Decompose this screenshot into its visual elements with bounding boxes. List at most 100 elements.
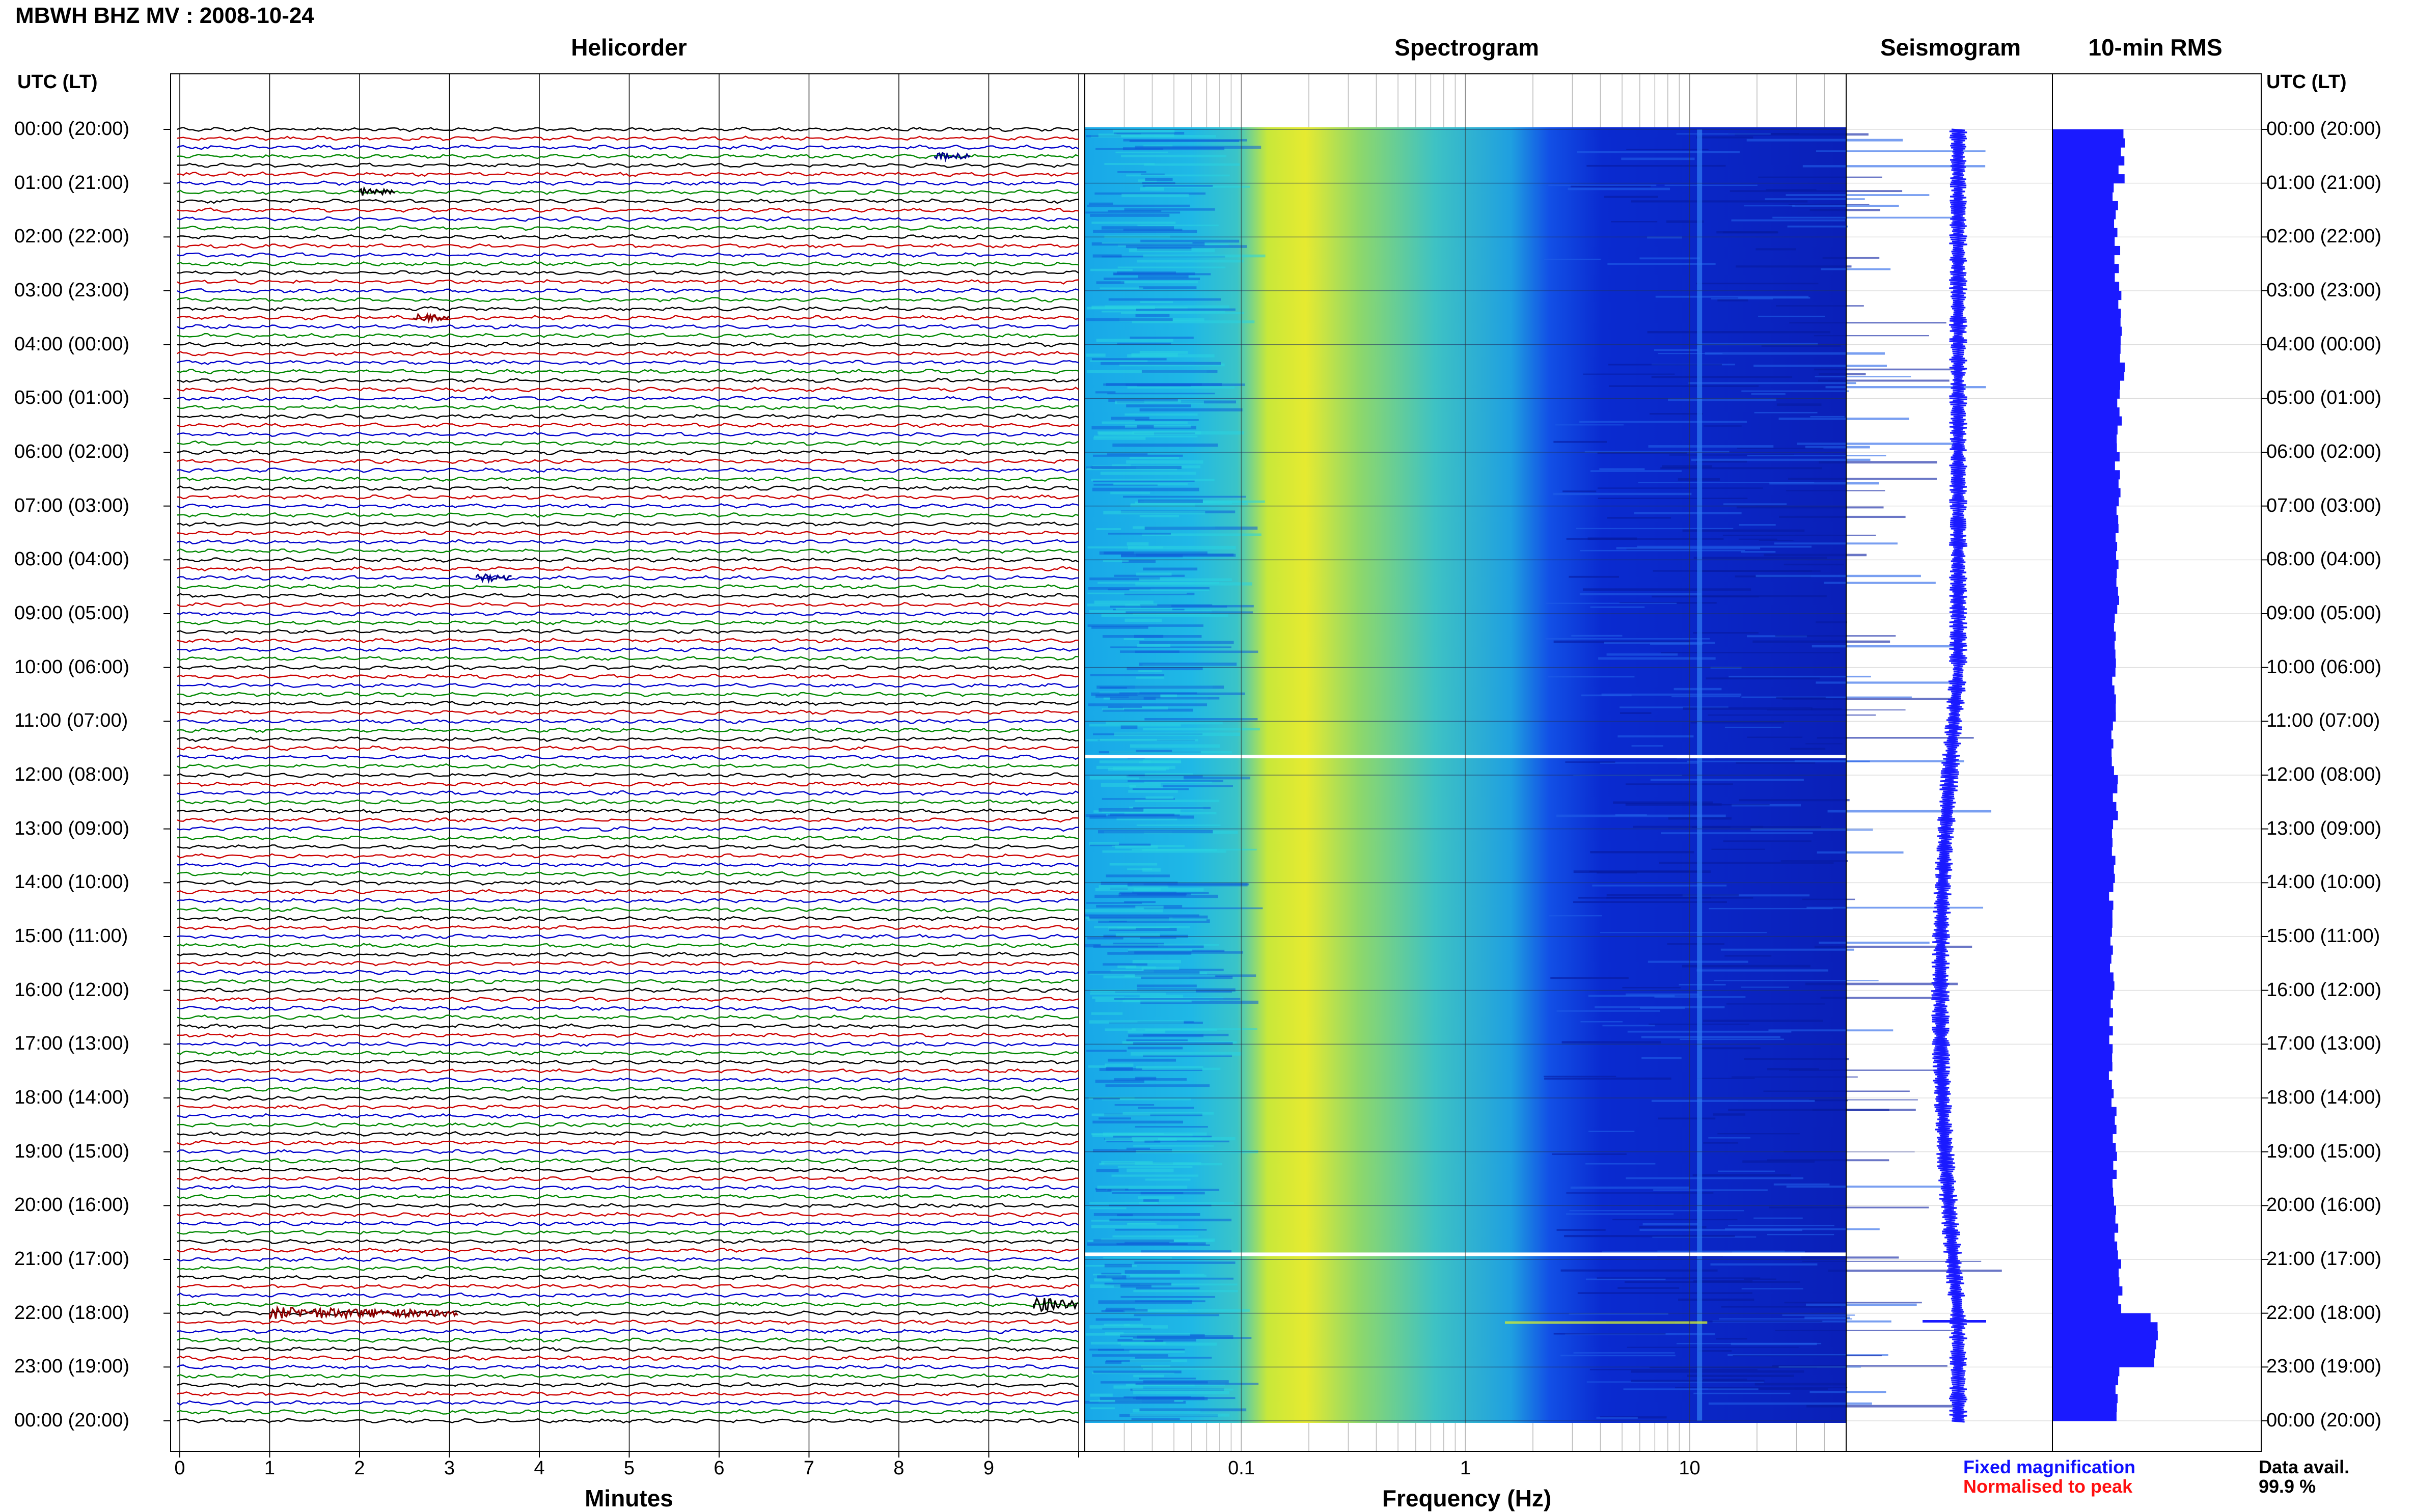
- spectrogram-texture-streak: [1093, 1239, 1174, 1242]
- helicorder-trace-line: [177, 1221, 1079, 1226]
- helicorder-trace-line: [177, 1337, 1079, 1343]
- rms-bar: [2052, 353, 2120, 363]
- time-label-left: 06:00 (02:00): [14, 441, 130, 462]
- spectrogram-texture-streak: [1092, 1354, 1168, 1357]
- spectrogram-texture-streak: [1089, 1207, 1127, 1209]
- rms-bar: [2052, 389, 2120, 399]
- spectrogram-texture-streak: [1782, 1314, 1855, 1316]
- spectrogram-texture-streak: [1120, 1334, 1205, 1337]
- time-label-right: 12:00 (08:00): [2266, 764, 2382, 785]
- spectrogram-texture-streak: [1127, 667, 1203, 671]
- rms-bar: [2052, 604, 2118, 614]
- rms-bar: [2052, 667, 2116, 677]
- spectrogram-texture-streak: [1711, 298, 1773, 299]
- spectrogram-texture-streak: [1566, 1192, 1714, 1194]
- spectrogram-texture-streak: [1775, 635, 1896, 637]
- helicorder-trace-line: [177, 611, 1079, 617]
- rms-bar: [2052, 174, 2125, 184]
- helicorder-trace-line: [177, 485, 1079, 491]
- spectrogram-texture-streak: [1087, 603, 1158, 607]
- rms-bar: [2052, 981, 2115, 991]
- helicorder-trace-line: [177, 1418, 1079, 1424]
- helicorder-x-tick: 9: [983, 1458, 995, 1479]
- spectrogram-texture-streak: [1091, 1225, 1178, 1228]
- helicorder-trace-line: [177, 647, 1079, 652]
- spectrogram-texture-streak: [1564, 1235, 1735, 1238]
- spectrogram-texture-streak: [1693, 557, 1827, 559]
- spectrogram-texture-streak: [1087, 971, 1200, 974]
- spectrogram-texture-streak: [1585, 1278, 1666, 1280]
- rms-bar: [2052, 317, 2121, 327]
- rms-bar: [2052, 1349, 2155, 1359]
- spectrogram-texture-streak: [1134, 1314, 1220, 1316]
- helicorder-trace-line: [177, 1239, 1079, 1245]
- spectrogram-texture-streak: [1140, 604, 1213, 606]
- spectrogram-texture-streak: [1090, 213, 1170, 217]
- helicorder-trace-line: [177, 745, 1079, 751]
- spectrogram-texture-streak: [1121, 194, 1189, 198]
- helicorder-trace-line: [177, 189, 1079, 195]
- spectrogram-texture-streak: [1696, 969, 1828, 972]
- spectrogram-texture-streak: [1776, 305, 1864, 307]
- spectrogram-texture-streak: [1597, 487, 1763, 489]
- time-label-right: 05:00 (01:00): [2266, 387, 2382, 409]
- helicorder-trace-line: [177, 261, 1079, 267]
- spectrogram-texture-streak: [1805, 743, 1843, 745]
- spectrogram-texture-streak: [1606, 653, 1678, 656]
- spectrogram-texture-streak: [1094, 600, 1154, 604]
- spectrogram-texture-streak: [1140, 301, 1173, 304]
- spectrogram-texture-streak: [1096, 528, 1121, 530]
- spectrogram-texture-streak: [1129, 456, 1179, 459]
- helicorder-trace-line: [177, 1256, 1079, 1262]
- spectrogram-texture-streak: [1111, 1277, 1234, 1280]
- spectrogram-texture-streak: [1107, 1189, 1220, 1191]
- spectrogram-texture-streak: [1123, 229, 1183, 231]
- helicorder-trace-line: [177, 1113, 1079, 1119]
- rms-bar: [2052, 1134, 2113, 1143]
- spectrogram-texture-streak: [1108, 814, 1180, 816]
- spectrogram-texture-streak: [1144, 773, 1193, 776]
- spectrogram-texture-streak: [1722, 534, 1876, 536]
- helicorder-trace-line: [177, 1023, 1079, 1029]
- spectrogram-texture-streak: [1109, 1218, 1232, 1222]
- helicorder-trace-line: [177, 1355, 1079, 1361]
- rms-bar: [2052, 1412, 2117, 1421]
- spectrogram-texture-streak: [1138, 1107, 1194, 1109]
- spectrogram-texture-streak: [1650, 642, 1703, 645]
- time-label-left: 10:00 (06:00): [14, 656, 130, 678]
- rms-bar: [2052, 1322, 2158, 1332]
- spectrogram-texture-streak: [1096, 339, 1173, 342]
- spectrogram-texture-streak: [1625, 993, 1699, 996]
- rms-bar: [2052, 873, 2115, 883]
- spectrogram-texture-streak: [1093, 436, 1146, 440]
- spectrogram-event-line: [1504, 1321, 1708, 1324]
- spectrogram-texture-streak: [1763, 1090, 1910, 1092]
- spectrogram-texture-streak: [1666, 220, 1704, 223]
- spectrogram-texture-streak: [1827, 810, 1992, 813]
- rms-bar: [2052, 156, 2125, 166]
- spectrogram-texture-streak: [1134, 1261, 1236, 1264]
- spectrogram-texture-streak: [1759, 539, 1794, 541]
- spectrogram-texture-streak: [1809, 209, 1880, 211]
- spectrogram-texture-streak: [1143, 697, 1220, 700]
- spectrogram-texture-streak: [1133, 1140, 1155, 1142]
- spectrogram-texture-streak: [1127, 883, 1248, 887]
- spectrogram-texture-streak: [1139, 1202, 1234, 1204]
- spectrogram-plot: [1084, 74, 2002, 1451]
- spectrogram-texture-streak: [1585, 1163, 1656, 1165]
- spectrogram-texture-streak: [1758, 176, 1882, 178]
- spectrogram-texture-streak: [1145, 1029, 1218, 1031]
- helicorder-trace-line: [177, 933, 1079, 940]
- spectrogram-texture-streak: [1117, 266, 1226, 268]
- spectrogram-texture-streak: [1590, 606, 1645, 608]
- spectrogram-texture-streak: [1141, 533, 1261, 536]
- rms-bar: [2052, 245, 2121, 256]
- helicorder-trace-line: [177, 1032, 1079, 1038]
- spectrogram-texture-streak: [1700, 1047, 1761, 1050]
- spectrogram-texture-streak: [1573, 870, 1711, 873]
- helicorder-trace-line: [177, 512, 1079, 518]
- spectrogram-texture-streak: [1821, 268, 1891, 270]
- rms-panel-title: 10-min RMS: [2088, 34, 2223, 61]
- spectrogram-texture-streak: [1143, 969, 1224, 971]
- spectrogram-texture-streak: [1801, 1256, 1899, 1259]
